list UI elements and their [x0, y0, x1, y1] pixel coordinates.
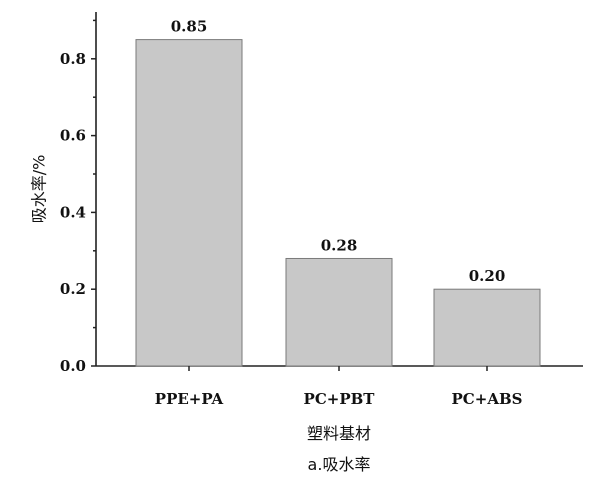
- data-labels: 0.85 0.28 0.20: [171, 18, 506, 286]
- bar-pc-pbt: [285, 257, 393, 367]
- y-ticks: 0.0 0.2 0.4 0.6 0.8: [60, 19, 96, 375]
- y-tick-label-0: 0.0: [60, 357, 86, 375]
- data-label-0: 0.85: [171, 18, 208, 36]
- x-tick-label-0: PPE+PA: [155, 390, 224, 408]
- bar-pc-abs: [433, 288, 541, 367]
- y-tick-label-1: 0.2: [60, 280, 86, 298]
- x-axis-title: 塑料基材: [307, 424, 371, 443]
- bars: [135, 39, 541, 367]
- x-tick-label-1: PC+PBT: [304, 390, 376, 408]
- x-tick-labels: PPE+PA PC+PBT PC+ABS: [155, 366, 523, 408]
- y-tick-label-3: 0.6: [60, 127, 86, 145]
- data-label-2: 0.20: [469, 267, 506, 285]
- x-tick-label-2: PC+ABS: [452, 390, 523, 408]
- figure-caption: a.吸水率: [308, 455, 371, 474]
- data-label-1: 0.28: [321, 236, 358, 254]
- y-tick-label-4: 0.8: [60, 50, 86, 68]
- bar-ppe-pa: [135, 39, 243, 367]
- y-axis-title: 吸水率/%: [30, 155, 49, 224]
- y-tick-label-2: 0.4: [60, 203, 86, 221]
